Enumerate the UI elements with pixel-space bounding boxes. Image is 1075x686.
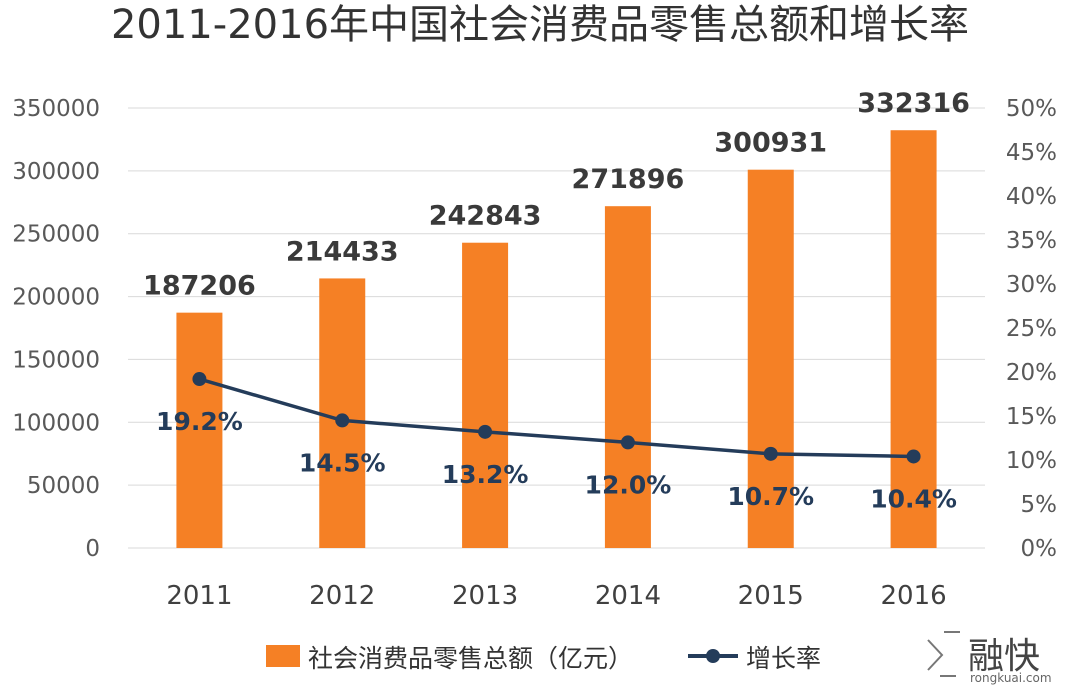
x-axis: 2011 2012 2013 2014 2015 2016	[166, 581, 946, 611]
line-point	[763, 446, 778, 461]
right-tick-label: 30%	[1006, 272, 1057, 298]
left-tick-label: 350000	[12, 96, 100, 122]
line-data-label: 14.5%	[299, 448, 386, 477]
left-tick-label: 150000	[12, 347, 100, 373]
right-tick-label: 20%	[1006, 360, 1057, 386]
right-tick-label: 0%	[1021, 536, 1058, 562]
right-tick-label: 25%	[1006, 316, 1057, 342]
line-point	[478, 424, 493, 439]
bar-data-label: 300931	[714, 128, 827, 159]
legend-bar-label: 社会消费品零售总额（亿元）	[308, 644, 633, 673]
right-tick-label: 50%	[1006, 96, 1057, 122]
legend-line-label: 增长率	[746, 644, 821, 673]
right-tick-label: 45%	[1006, 140, 1057, 166]
x-tick-label: 2016	[880, 581, 946, 611]
right-tick-label: 35%	[1006, 228, 1057, 254]
bar	[176, 312, 223, 548]
bar-data-labels: 187206 214433 242843 271896 300931 332316	[143, 88, 970, 301]
x-tick-label: 2011	[166, 581, 232, 611]
right-tick-label: 40%	[1006, 184, 1057, 210]
left-tick-label: 250000	[12, 222, 100, 248]
bar	[747, 169, 794, 548]
legend-bar-swatch	[266, 645, 300, 667]
left-tick-label: 300000	[12, 159, 100, 185]
legend: 社会消费品零售总额（亿元） 增长率	[266, 644, 821, 673]
line-data-label: 13.2%	[442, 460, 529, 489]
x-tick-label: 2014	[595, 581, 661, 611]
line-series	[192, 372, 921, 464]
watermark-logo-icon	[927, 631, 960, 677]
right-tick-label: 5%	[1021, 492, 1058, 518]
left-tick-label: 50000	[27, 473, 100, 499]
left-tick-label: 200000	[12, 285, 100, 311]
x-tick-label: 2012	[309, 581, 375, 611]
right-tick-label: 10%	[1006, 448, 1057, 474]
bar-data-label: 187206	[143, 271, 256, 302]
line-point	[335, 413, 350, 428]
gridlines	[128, 107, 985, 549]
watermark-subtext: rongkuai.com	[970, 671, 1052, 685]
left-axis: 0 50000 100000 150000 200000 250000 300000 3500…	[12, 96, 100, 562]
left-tick-label: 0	[85, 536, 100, 562]
line-point	[906, 449, 921, 464]
bar	[890, 130, 937, 548]
right-tick-label: 15%	[1006, 404, 1057, 430]
watermark-text: 融快	[968, 636, 1040, 677]
bar-data-label: 242843	[429, 201, 542, 232]
line-data-label: 19.2%	[156, 407, 243, 436]
x-tick-label: 2015	[738, 581, 804, 611]
bar	[604, 206, 651, 549]
line-path	[198, 377, 914, 459]
line-point	[192, 372, 207, 387]
line-data-label: 10.4%	[870, 484, 957, 513]
bar-data-label: 271896	[572, 164, 685, 195]
chart-title: 2011-2016年中国社会消费品零售总额和增长率	[111, 2, 969, 48]
bar	[462, 242, 509, 548]
line-data-label: 10.7%	[727, 482, 814, 511]
x-tick-label: 2013	[452, 581, 518, 611]
line-point	[620, 435, 635, 450]
bar-data-label: 214433	[286, 236, 399, 267]
bar	[319, 278, 366, 548]
watermark: 融快 rongkuai.com	[927, 631, 1052, 685]
line-data-label: 12.0%	[585, 470, 672, 499]
legend-line-marker	[706, 649, 720, 663]
left-tick-label: 100000	[12, 410, 100, 436]
right-axis: 0% 5% 10% 15% 20% 25% 30% 35% 40% 45% 50%	[1006, 96, 1057, 562]
bar-series	[176, 130, 937, 549]
bar-data-label: 332316	[857, 88, 970, 119]
line-data-labels: 19.2% 14.5% 13.2% 12.0% 10.7% 10.4%	[156, 407, 957, 513]
